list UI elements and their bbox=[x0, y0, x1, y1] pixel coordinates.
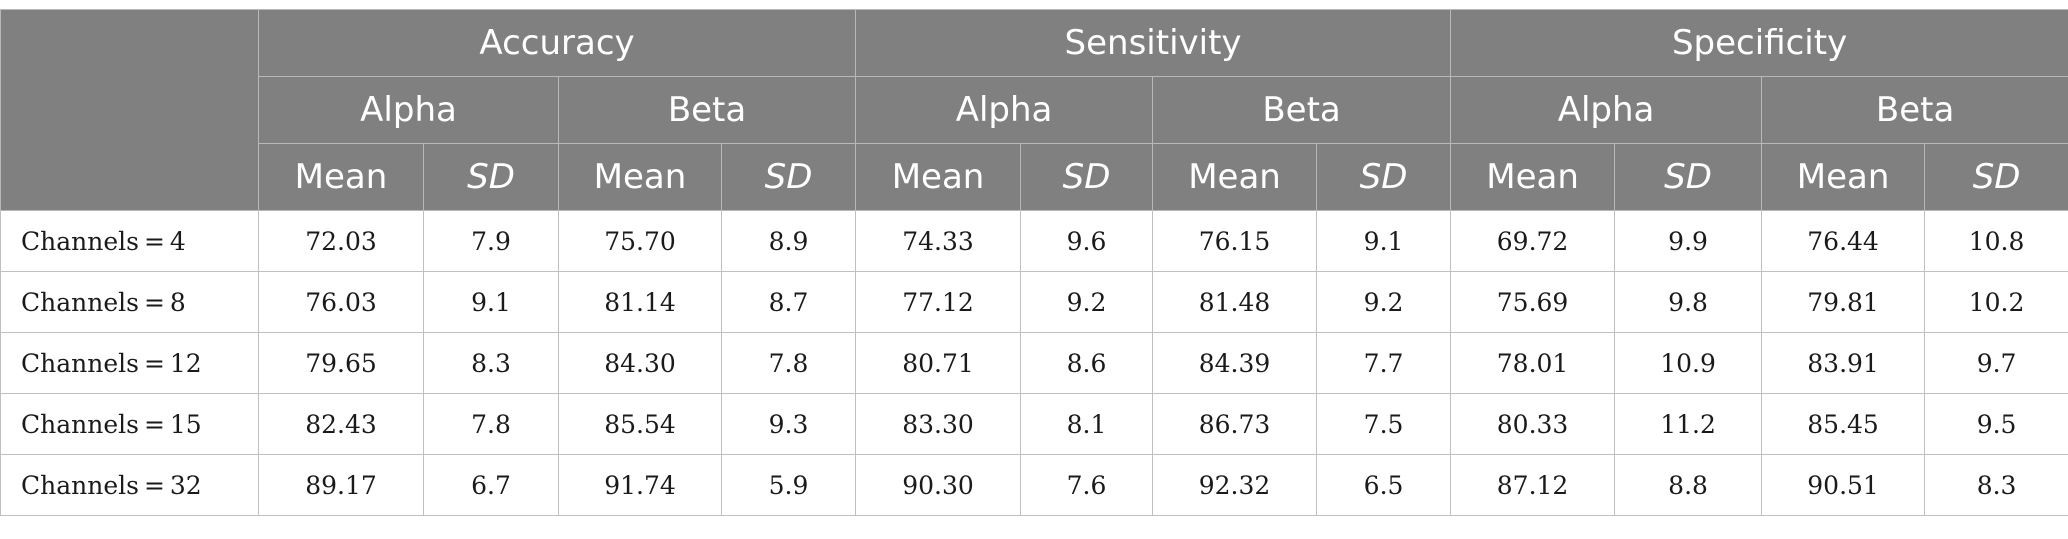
table-cell: 9.3 bbox=[720, 393, 857, 455]
table-cell: 81.14 bbox=[558, 271, 722, 333]
table-cell: 80.33 bbox=[1450, 393, 1616, 455]
table-cell: 9.7 bbox=[1924, 332, 2068, 394]
table-cell: 92.32 bbox=[1152, 454, 1318, 516]
table-cell: 6.5 bbox=[1316, 454, 1452, 516]
header-sd: SD bbox=[1020, 143, 1154, 211]
header-sensitivity-beta: Beta bbox=[1152, 76, 1452, 144]
table-cell: 74.33 bbox=[855, 210, 1022, 272]
results-table-container: Accuracy Sensitivity Specificity Alpha B… bbox=[0, 9, 2068, 516]
table-row: Channels = 8 76.03 9.1 81.14 8.7 77.12 9… bbox=[0, 271, 2068, 333]
header-sd: SD bbox=[1316, 143, 1452, 211]
header-row-bands: Alpha Beta Alpha Beta Alpha Beta bbox=[1, 76, 2068, 144]
table-cell: 81.48 bbox=[1152, 271, 1318, 333]
table-cell: 79.81 bbox=[1761, 271, 1926, 333]
table-cell: 90.51 bbox=[1761, 454, 1926, 516]
table-cell: 9.1 bbox=[423, 271, 559, 333]
header-sd: SD bbox=[423, 143, 559, 211]
table-cell: 89.17 bbox=[258, 454, 424, 516]
row-label: Channels = 4 bbox=[0, 210, 259, 272]
header-sd: SD bbox=[1924, 143, 2068, 211]
table-cell: 8.1 bbox=[1020, 393, 1154, 455]
header-sd: SD bbox=[1614, 143, 1763, 211]
table-cell: 83.91 bbox=[1761, 332, 1926, 394]
table-cell: 90.30 bbox=[855, 454, 1022, 516]
header-accuracy-beta: Beta bbox=[557, 76, 857, 144]
table-row: Channels = 15 82.43 7.8 85.54 9.3 83.30 … bbox=[0, 393, 2068, 455]
table-cell: 69.72 bbox=[1450, 210, 1616, 272]
table-cell: 9.8 bbox=[1614, 271, 1763, 333]
results-table: Accuracy Sensitivity Specificity Alpha B… bbox=[0, 9, 2068, 516]
table-cell: 7.6 bbox=[1020, 454, 1154, 516]
table-cell: 8.9 bbox=[720, 210, 857, 272]
header-mean: Mean bbox=[1761, 143, 1926, 211]
table-cell: 5.9 bbox=[720, 454, 857, 516]
table-cell: 85.54 bbox=[558, 393, 722, 455]
table-cell: 91.74 bbox=[558, 454, 722, 516]
table-cell: 9.6 bbox=[1020, 210, 1154, 272]
table-cell: 6.7 bbox=[423, 454, 559, 516]
header-sensitivity: Sensitivity bbox=[855, 9, 1452, 77]
header-sensitivity-alpha: Alpha bbox=[855, 76, 1154, 144]
table-cell: 9.9 bbox=[1614, 210, 1763, 272]
table-cell: 8.8 bbox=[1614, 454, 1763, 516]
header-row-metrics: Accuracy Sensitivity Specificity bbox=[0, 9, 2068, 211]
table-cell: 76.44 bbox=[1761, 210, 1926, 272]
table-cell: 85.45 bbox=[1761, 393, 1926, 455]
table-cell: 83.30 bbox=[855, 393, 1022, 455]
table-cell: 7.5 bbox=[1316, 393, 1452, 455]
header-specificity: Specificity bbox=[1450, 9, 2068, 77]
table-cell: 75.70 bbox=[558, 210, 722, 272]
table-cell: 79.65 bbox=[258, 332, 424, 394]
header-mean: Mean bbox=[258, 143, 424, 211]
header-corner bbox=[0, 9, 259, 211]
header-mean: Mean bbox=[1450, 143, 1616, 211]
table-cell: 86.73 bbox=[1152, 393, 1318, 455]
row-label: Channels = 8 bbox=[0, 271, 259, 333]
row-label: Channels = 32 bbox=[0, 454, 259, 516]
header-specificity-beta: Beta bbox=[1761, 76, 2068, 144]
table-cell: 77.12 bbox=[855, 271, 1022, 333]
table-row: Channels = 32 89.17 6.7 91.74 5.9 90.30 … bbox=[0, 454, 2068, 516]
header-accuracy: Accuracy bbox=[257, 9, 857, 77]
table-cell: 8.3 bbox=[423, 332, 559, 394]
header-mean: Mean bbox=[1152, 143, 1318, 211]
table-cell: 7.9 bbox=[423, 210, 559, 272]
table-cell: 72.03 bbox=[258, 210, 424, 272]
table-cell: 10.9 bbox=[1614, 332, 1763, 394]
header-sd: SD bbox=[720, 143, 857, 211]
table-cell: 7.7 bbox=[1316, 332, 1452, 394]
row-label: Channels = 15 bbox=[0, 393, 259, 455]
table-cell: 87.12 bbox=[1450, 454, 1616, 516]
table-cell: 8.7 bbox=[720, 271, 857, 333]
table-cell: 7.8 bbox=[720, 332, 857, 394]
table-cell: 78.01 bbox=[1450, 332, 1616, 394]
header-accuracy-alpha: Alpha bbox=[258, 76, 559, 144]
row-label: Channels = 12 bbox=[0, 332, 259, 394]
table-cell: 10.8 bbox=[1924, 210, 2068, 272]
header-row-stats: Mean SD Mean SD Mean SD Mean SD Mean SD … bbox=[1, 143, 2068, 211]
table-row: Channels = 4 72.03 7.9 75.70 8.9 74.33 9… bbox=[0, 210, 2068, 272]
table-cell: 84.39 bbox=[1152, 332, 1318, 394]
table-cell: 9.1 bbox=[1316, 210, 1452, 272]
table-cell: 76.03 bbox=[258, 271, 424, 333]
table-cell: 8.6 bbox=[1020, 332, 1154, 394]
table-cell: 9.2 bbox=[1316, 271, 1452, 333]
table-cell: 9.5 bbox=[1924, 393, 2068, 455]
table-cell: 7.8 bbox=[423, 393, 559, 455]
header-mean: Mean bbox=[558, 143, 722, 211]
table-cell: 11.2 bbox=[1614, 393, 1763, 455]
table-cell: 10.2 bbox=[1924, 271, 2068, 333]
table-cell: 82.43 bbox=[258, 393, 424, 455]
table-cell: 84.30 bbox=[558, 332, 722, 394]
table-cell: 76.15 bbox=[1152, 210, 1318, 272]
table-row: Channels = 12 79.65 8.3 84.30 7.8 80.71 … bbox=[0, 332, 2068, 394]
header-mean: Mean bbox=[855, 143, 1022, 211]
table-cell: 75.69 bbox=[1450, 271, 1616, 333]
table-cell: 9.2 bbox=[1020, 271, 1154, 333]
table-cell: 80.71 bbox=[855, 332, 1022, 394]
header-specificity-alpha: Alpha bbox=[1450, 76, 1763, 144]
table-cell: 8.3 bbox=[1924, 454, 2068, 516]
